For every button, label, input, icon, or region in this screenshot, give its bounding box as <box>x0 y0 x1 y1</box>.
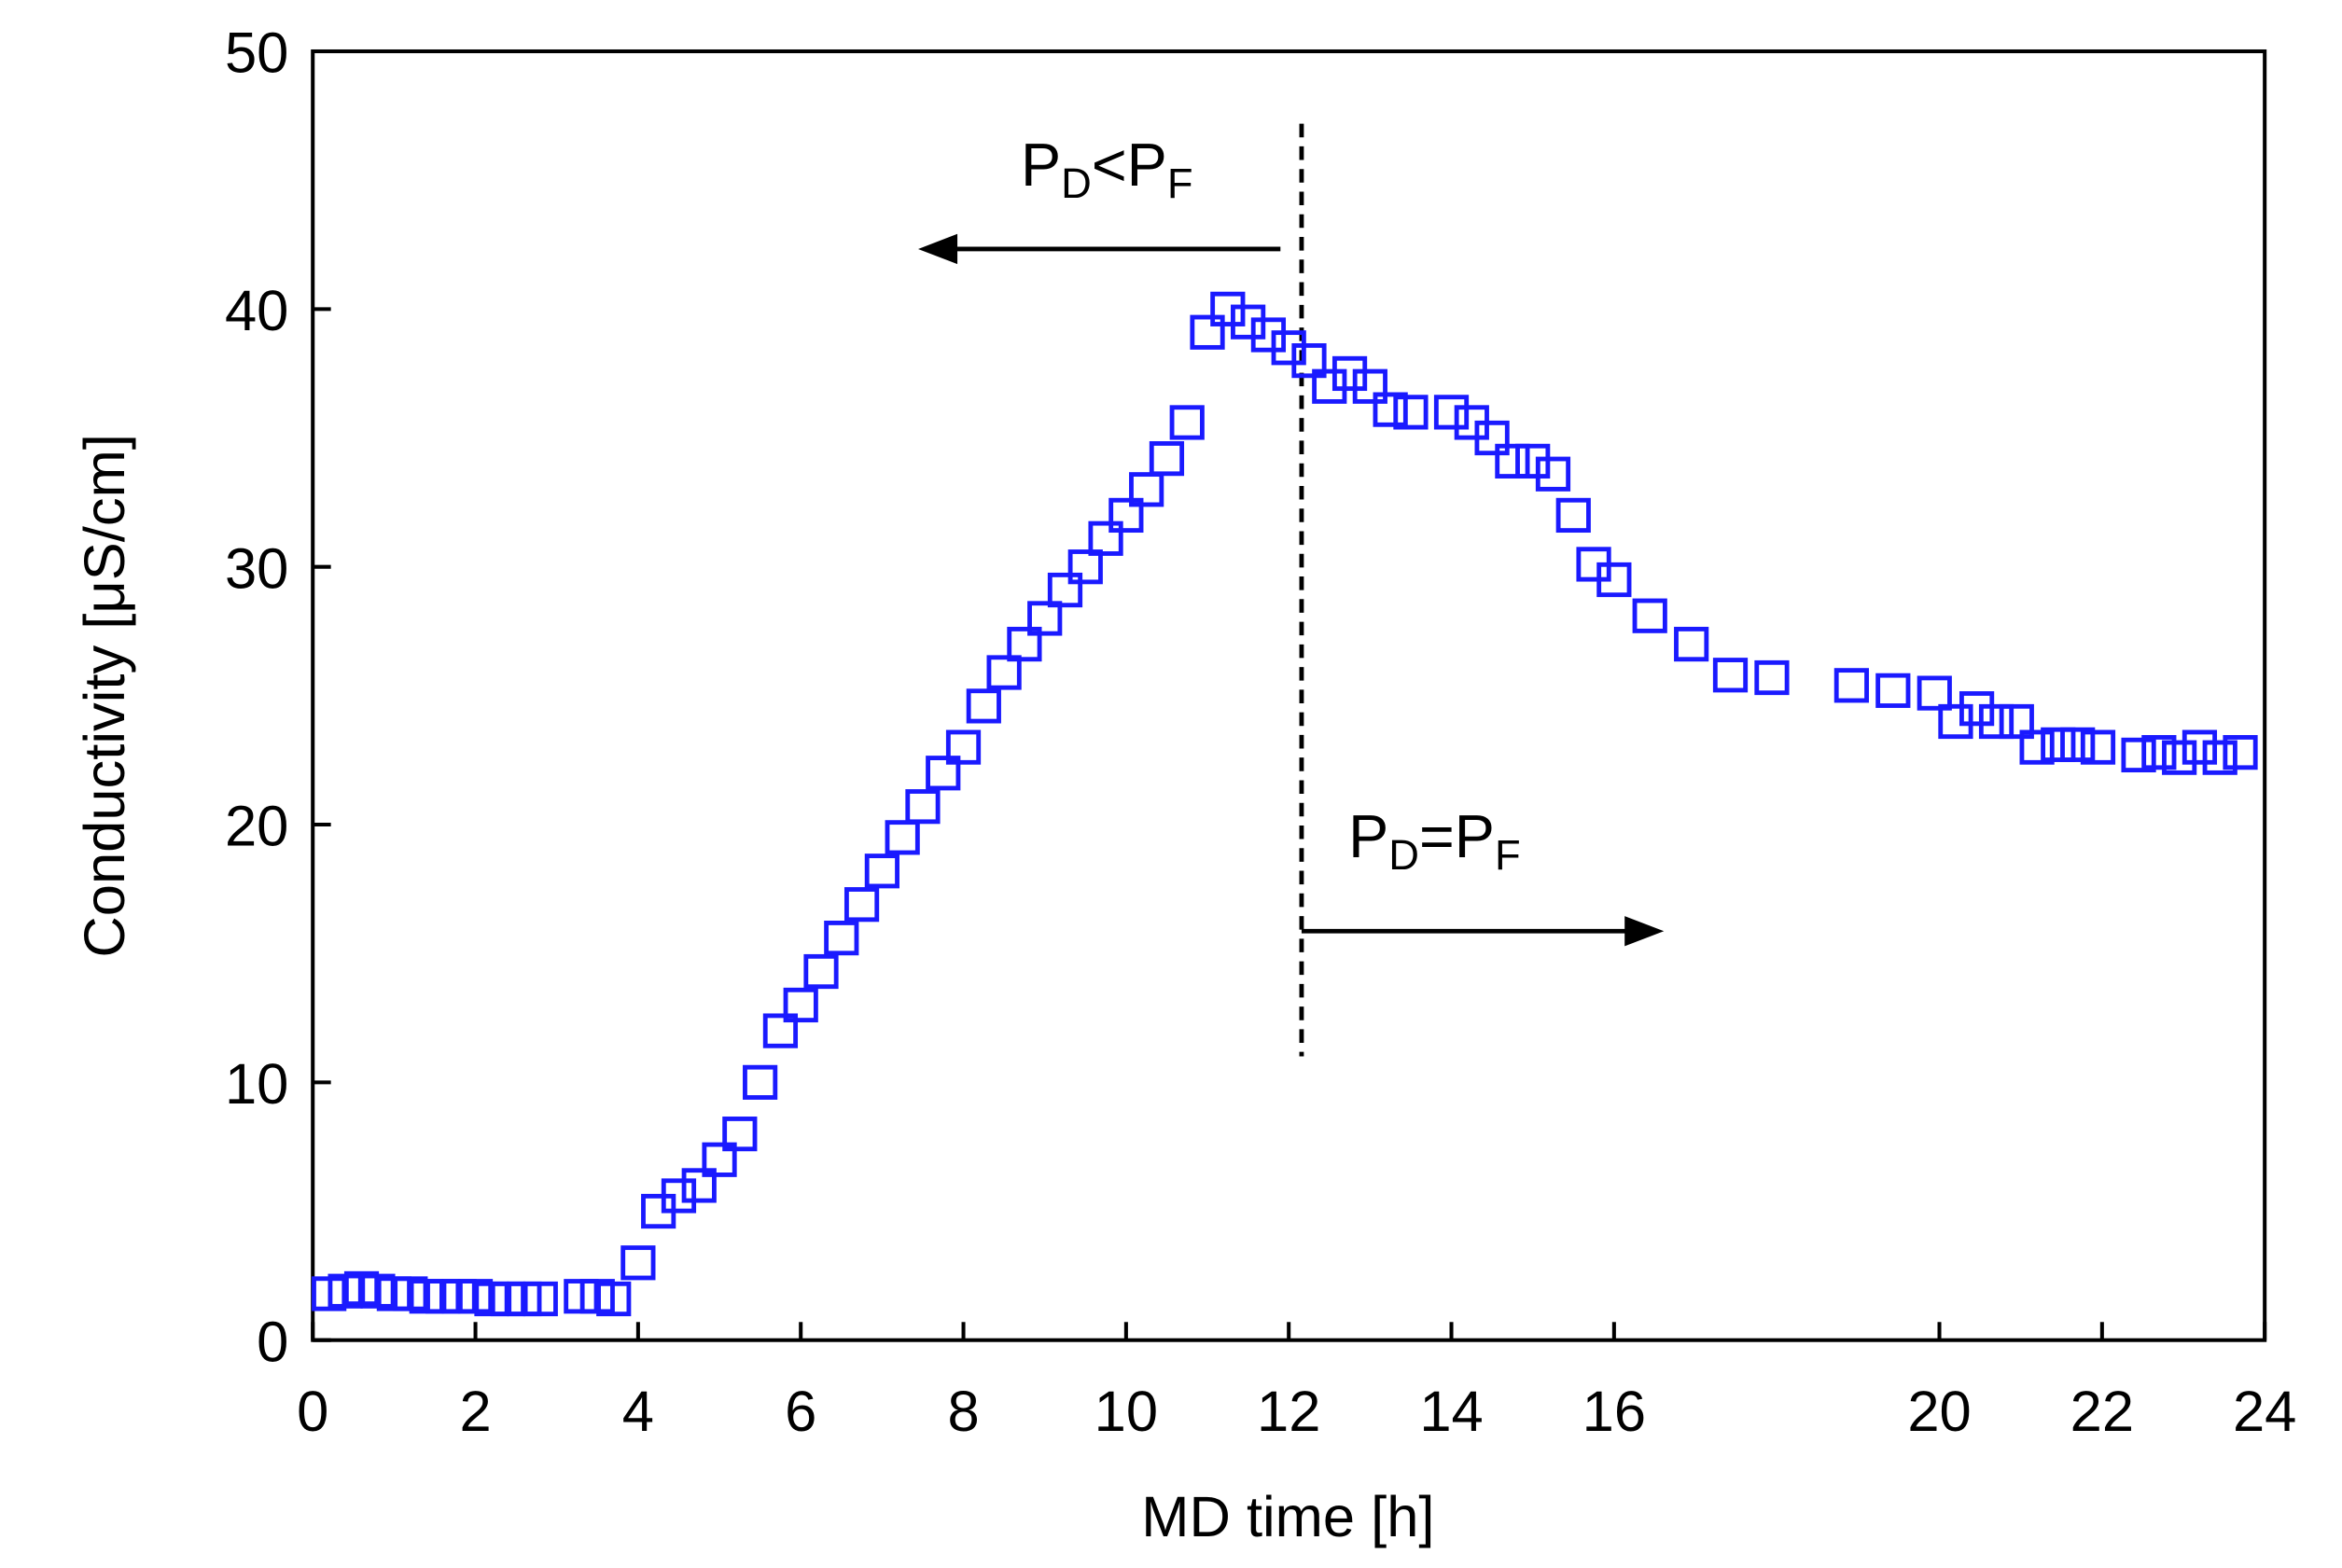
annotation-part: <P <box>1092 131 1167 199</box>
x-axis-label: MD time [h] <box>1141 1485 1434 1549</box>
data-point <box>1495 443 1530 479</box>
y-axis-label: Conductivity [μS/cm] <box>73 434 137 957</box>
data-point <box>2182 729 2218 765</box>
data-point <box>885 820 920 855</box>
data-point <box>596 1281 632 1317</box>
annotation-part: D <box>1388 831 1419 879</box>
data-point <box>661 1178 697 1214</box>
data-point <box>1632 598 1667 633</box>
data-point <box>2019 729 2055 765</box>
data-point <box>1291 343 1327 379</box>
y-tick-label: 0 <box>257 1310 288 1374</box>
data-point <box>1108 497 1144 534</box>
x-tick-label: 16 <box>1582 1380 1646 1444</box>
x-tick-label: 6 <box>785 1380 816 1444</box>
data-point <box>2080 729 2116 765</box>
data-point <box>1352 368 1387 404</box>
arrow-left-head <box>918 233 958 265</box>
data-point <box>926 756 961 791</box>
data-point <box>1555 497 1591 534</box>
data-point <box>1875 673 1911 708</box>
annotation: PD<PF <box>1021 131 1193 207</box>
data-point <box>986 655 1022 690</box>
annotation-part: D <box>1061 160 1092 207</box>
y-tick-label: 50 <box>225 21 288 86</box>
data-point <box>1754 659 1790 696</box>
data-point <box>681 1168 717 1203</box>
x-tick-label: 0 <box>297 1380 328 1444</box>
data-point <box>1474 420 1510 456</box>
data-point <box>762 1013 799 1048</box>
data-point <box>1978 703 2014 740</box>
y-tick-label: 40 <box>225 279 288 343</box>
data-point <box>1047 572 1083 608</box>
data-point <box>743 1064 778 1100</box>
data-point <box>1190 314 1225 350</box>
data-point <box>1169 405 1205 440</box>
annotation-part: =P <box>1419 802 1495 870</box>
data-point <box>2121 737 2156 773</box>
x-tick-label: 10 <box>1094 1380 1158 1444</box>
data-point <box>1535 456 1571 492</box>
data-point <box>966 688 1001 724</box>
data-point <box>843 887 880 923</box>
data-point <box>2041 727 2076 762</box>
data-point <box>620 1245 656 1281</box>
data-point <box>1712 658 1749 693</box>
data-point <box>905 789 941 825</box>
data-point <box>824 921 859 956</box>
data-point <box>1007 626 1042 662</box>
data-point <box>2223 735 2258 770</box>
data-point <box>2141 735 2177 770</box>
data-point <box>523 1281 558 1317</box>
annotation-part: F <box>1167 160 1193 207</box>
arrow-right-head <box>1624 916 1665 947</box>
x-tick-label: 8 <box>947 1380 979 1444</box>
data-point <box>1129 472 1164 507</box>
x-tick-label: 22 <box>2070 1380 2134 1444</box>
data-point <box>1067 549 1103 585</box>
data-point <box>2202 740 2237 775</box>
x-tick-label: 2 <box>459 1380 491 1444</box>
data-point <box>803 953 839 990</box>
data-point <box>1674 626 1709 662</box>
data-point <box>1393 395 1429 430</box>
annotation-part: P <box>1348 802 1388 870</box>
data-point <box>722 1117 758 1152</box>
x-tick-label: 24 <box>2233 1380 2296 1444</box>
annotation-part: P <box>1021 131 1061 199</box>
data-point <box>1917 675 1952 711</box>
annotation-part: F <box>1495 831 1521 879</box>
y-tick-label: 30 <box>225 536 288 601</box>
data-point <box>2162 740 2197 775</box>
data-point <box>783 987 818 1023</box>
data-point <box>702 1142 737 1177</box>
data-point <box>1833 668 1869 703</box>
data-point <box>1027 601 1063 636</box>
data-point <box>1088 520 1123 556</box>
data-point <box>1149 441 1185 477</box>
data-point <box>1596 562 1632 598</box>
x-tick-label: 20 <box>1907 1380 1971 1444</box>
data-point <box>1999 703 2034 740</box>
y-tick-label: 20 <box>225 795 288 859</box>
data-point <box>945 729 982 765</box>
data-point <box>1373 392 1408 427</box>
x-tick-label: 4 <box>622 1380 654 1444</box>
y-tick-label: 10 <box>225 1052 288 1117</box>
x-tick-label: 12 <box>1257 1380 1320 1444</box>
annotation: PD=PF <box>1348 802 1521 879</box>
x-tick-label: 14 <box>1419 1380 1483 1444</box>
data-point <box>1433 395 1470 430</box>
data-point <box>2060 727 2096 762</box>
data-point <box>864 853 899 889</box>
